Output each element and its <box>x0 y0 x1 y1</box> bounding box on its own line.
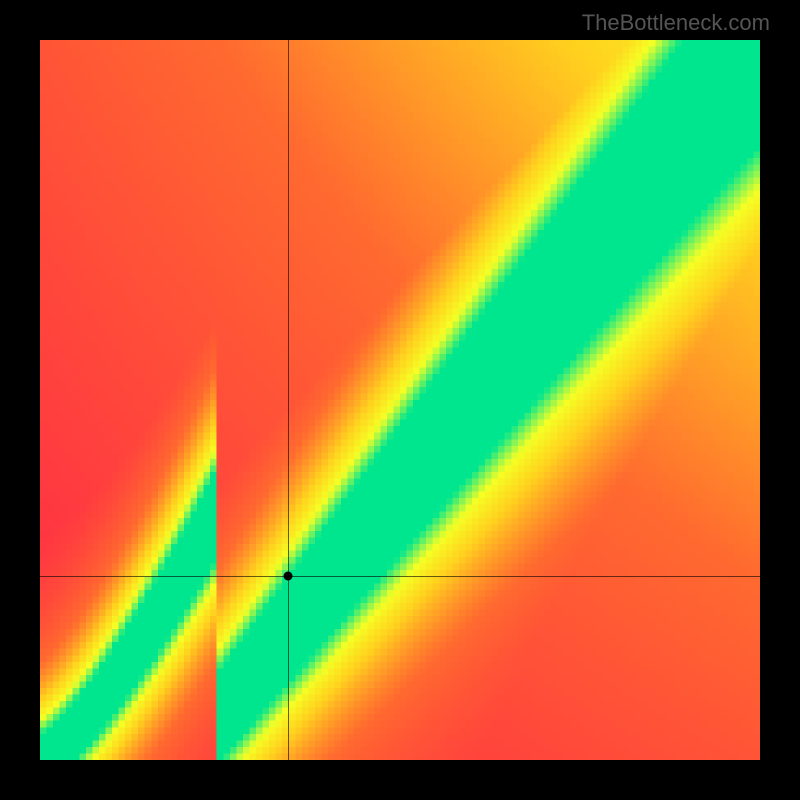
bottleneck-heatmap <box>40 40 760 760</box>
container: TheBottleneck.com <box>0 0 800 800</box>
watermark-label: TheBottleneck.com <box>582 10 770 36</box>
